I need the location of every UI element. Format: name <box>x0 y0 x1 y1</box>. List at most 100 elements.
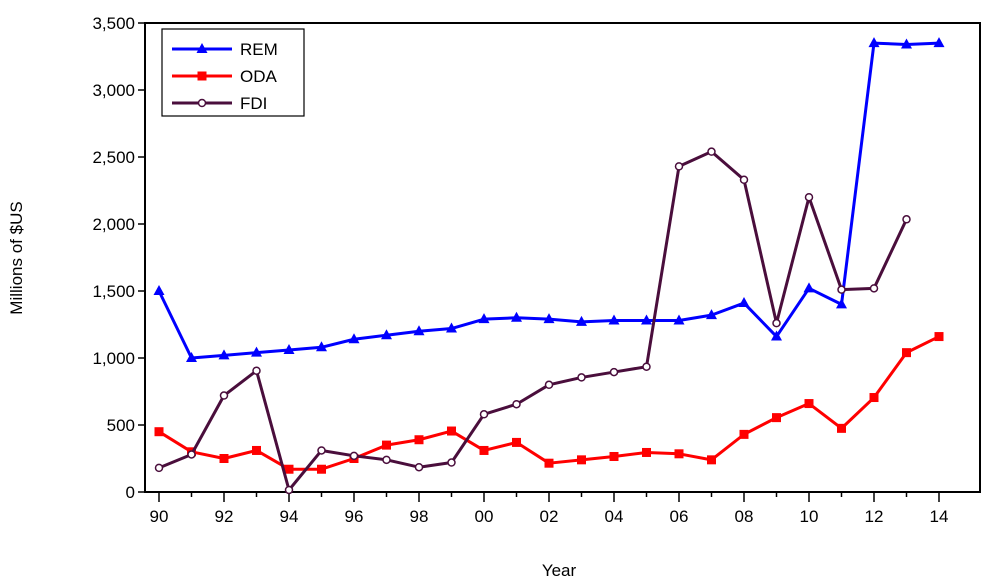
fdi-point <box>674 162 684 171</box>
y-tick-label: 0 <box>126 483 135 502</box>
oda-point <box>447 426 456 436</box>
axes <box>144 22 981 493</box>
y-tick-label: 3,000 <box>92 81 135 100</box>
rem-point <box>738 297 750 308</box>
fdi-point <box>772 318 781 328</box>
rem-point <box>478 313 490 324</box>
fdi-point <box>609 367 619 377</box>
fdi-point <box>317 446 326 455</box>
rem-point <box>803 282 815 293</box>
fdi-point <box>577 373 586 382</box>
x-tick-label: 12 <box>865 507 884 526</box>
oda-point <box>707 455 716 465</box>
rem-point <box>413 325 425 336</box>
fdi-point <box>739 175 749 185</box>
rem-point <box>153 285 165 295</box>
oda-point <box>772 413 781 423</box>
oda-point <box>154 427 164 437</box>
rem-point <box>348 333 360 344</box>
rem-point <box>933 37 945 48</box>
x-tick-label: 92 <box>215 507 234 526</box>
oda-point <box>577 455 586 465</box>
series-rem <box>153 37 945 362</box>
legend-rem-marker <box>196 43 208 53</box>
oda-point <box>414 435 424 445</box>
series-oda <box>154 332 944 474</box>
y-axis-title: Millions of $US <box>7 201 26 314</box>
legend-fdi-label: FDI <box>240 94 267 113</box>
legend-fdi-marker <box>197 98 207 108</box>
rem-point <box>836 298 847 309</box>
x-tick-label: 96 <box>345 507 364 526</box>
oda-point <box>642 447 651 457</box>
fdi-point <box>642 362 651 371</box>
legend: REM ODA FDI <box>161 28 305 117</box>
rem-point <box>218 349 230 360</box>
oda-line <box>158 335 940 471</box>
fdi-point <box>414 462 424 472</box>
oda-point <box>219 454 229 463</box>
oda-point <box>804 399 814 409</box>
oda-point <box>739 429 749 439</box>
rem-point <box>511 311 522 322</box>
fdi-point <box>187 450 196 459</box>
y-tick-label: 2,000 <box>92 215 135 234</box>
fdi-point <box>154 463 164 473</box>
rem-point <box>673 314 685 325</box>
fdi-point <box>252 366 261 375</box>
series-layer <box>153 37 945 495</box>
rem-point <box>186 352 197 362</box>
oda-point <box>544 458 554 468</box>
x-tick-label: 98 <box>410 507 429 526</box>
rem-point <box>381 329 392 340</box>
oda-point <box>869 393 879 403</box>
fdi-point <box>837 285 846 294</box>
x-axis-ticks: 90 92 94 96 98 00 02 04 06 08 10 12 14 <box>150 492 949 526</box>
fdi-point <box>512 399 521 409</box>
fdi-point <box>707 147 716 156</box>
x-tick-label: 02 <box>540 507 559 526</box>
y-tick-label: 500 <box>107 416 135 435</box>
x-tick-label: 90 <box>150 507 169 526</box>
fdi-point <box>902 215 911 224</box>
rem-point <box>316 341 327 352</box>
oda-point <box>902 348 911 358</box>
x-tick-label: 94 <box>280 507 299 526</box>
oda-point <box>252 445 261 455</box>
plot-frame <box>144 22 981 493</box>
fdi-point <box>284 485 294 495</box>
fdi-point <box>349 451 359 461</box>
oda-point <box>609 451 619 461</box>
rem-point <box>446 322 457 333</box>
fdi-point <box>447 458 456 467</box>
rem-point <box>901 38 912 49</box>
y-axis-ticks: 0 500 1,000 1,500 2,000 2,500 3,000 3,500 <box>92 14 145 502</box>
rem-point <box>251 346 262 357</box>
rem-point <box>706 309 717 320</box>
y-tick-label: 1,500 <box>92 282 135 301</box>
oda-point <box>934 332 944 342</box>
legend-rem-label: REM <box>240 40 278 59</box>
y-tick-label: 2,500 <box>92 148 135 167</box>
oda-point <box>512 437 521 447</box>
fdi-point <box>479 410 489 419</box>
oda-point <box>837 423 846 433</box>
oda-point <box>284 464 294 474</box>
oda-point <box>674 449 684 459</box>
x-axis-title: Year <box>542 561 577 580</box>
rem-point <box>771 330 782 341</box>
series-fdi <box>154 147 911 495</box>
x-tick-label: 14 <box>930 507 949 526</box>
x-tick-label: 04 <box>605 507 624 526</box>
legend-oda-label: ODA <box>240 67 278 86</box>
fdi-point <box>382 455 391 465</box>
y-tick-label: 3,500 <box>92 14 135 33</box>
fdi-point <box>219 391 229 400</box>
rem-point <box>608 314 620 325</box>
rem-point <box>576 315 587 326</box>
oda-point <box>479 445 489 455</box>
rem-point <box>868 37 880 48</box>
fdi-line <box>158 150 908 492</box>
rem-point <box>543 313 555 324</box>
